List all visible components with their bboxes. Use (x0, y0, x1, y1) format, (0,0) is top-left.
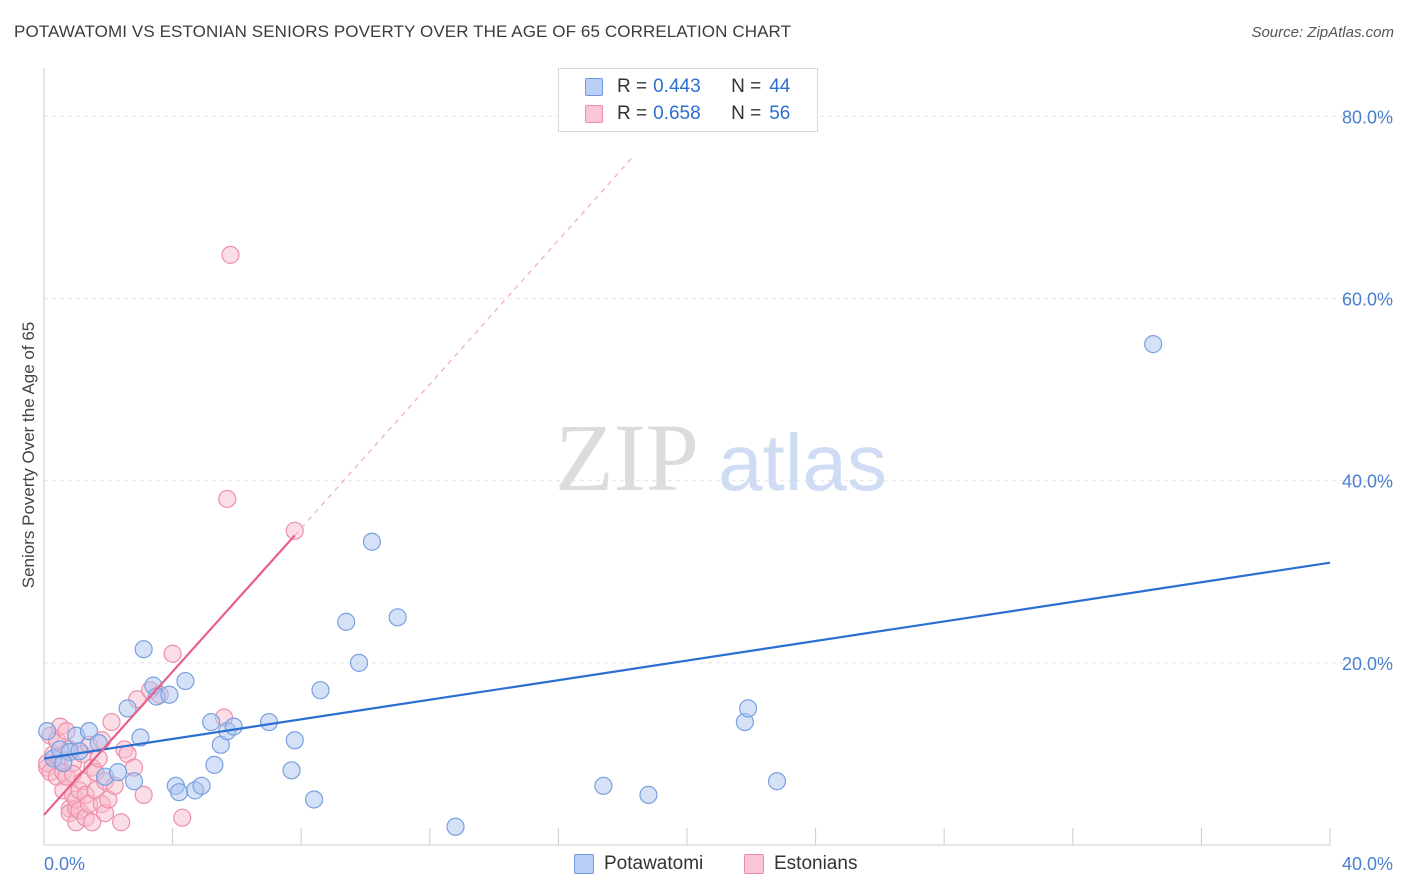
watermark-atlas: atlas (718, 418, 887, 507)
potawatomi-point (118, 699, 137, 718)
potawatomi-trend-line (43, 561, 1331, 760)
legend-r-label: R = (617, 76, 648, 97)
legend-n-value: 44 (769, 76, 791, 97)
potawatomi-point (349, 653, 369, 672)
grid-lines (44, 115, 1394, 664)
axes (43, 68, 1331, 846)
potawatomi-point (362, 532, 382, 551)
potawatomi-point (131, 728, 150, 747)
bottom-legend-label-estonians: Estonians (774, 853, 858, 874)
legend-n-label: N = (731, 76, 762, 97)
potawatomi-point (311, 681, 330, 700)
estonians-point (221, 245, 240, 264)
legend-r-value: 0.658 (653, 103, 701, 124)
potawatomi-point (259, 712, 279, 732)
bottom-legend-label-potawatomi: Potawatomi (604, 853, 704, 874)
potawatomi-point (202, 712, 221, 732)
potawatomi-point (134, 640, 153, 659)
estonians-trend-line (43, 534, 296, 816)
chart-title: POTAWATOMI VS ESTONIAN SENIORS POVERTY O… (14, 22, 792, 41)
potawatomi-point (304, 790, 324, 809)
y-tick-label: 60.0% (1342, 290, 1393, 310)
potawatomi-point (738, 699, 758, 718)
legend-row-potawatomi: R = 0.443 N = 44 (585, 74, 790, 100)
potawatomi-point (594, 776, 613, 795)
potawatomi-point (38, 722, 57, 741)
potawatomi-point (388, 608, 407, 627)
potawatomi-point (767, 772, 787, 791)
watermark-zip: ZIP (555, 404, 699, 511)
bottom-legend-swatch-blue (574, 854, 594, 874)
potawatomi-point (192, 776, 211, 795)
estonians-point (83, 813, 102, 832)
legend-r-value: 0.443 (653, 76, 701, 97)
potawatomi-point (176, 671, 195, 691)
y-tick-label: 40.0% (1342, 472, 1393, 492)
legend-box: R = 0.443 N = 44 R = 0.658 N = 56 (558, 68, 818, 132)
tick-labels: 20.0% 40.0% 60.0% 80.0% 0.0% 40.0% (44, 107, 1393, 874)
legend-swatch-pink (585, 105, 603, 123)
estonians-point (102, 712, 121, 732)
legend-swatch-blue (585, 78, 603, 96)
x-tick-label: 40.0% (1342, 854, 1393, 874)
watermark: ZIP atlas (555, 404, 887, 511)
potawatomi-point (446, 817, 465, 836)
potawatomi-point (1144, 335, 1163, 354)
bottom-legend-potawatomi: Potawatomi (574, 853, 703, 875)
potawatomi-point (282, 761, 301, 780)
estonians-trend-extension (294, 156, 633, 536)
legend-n-label: N = (731, 103, 762, 124)
potawatomi-point (108, 763, 128, 782)
estonians-point (112, 813, 131, 832)
bottom-legend-swatch-pink (744, 854, 764, 874)
source-label: Source: ZipAtlas.com (1251, 24, 1394, 41)
potawatomi-point (79, 722, 99, 741)
potawatomi-point (124, 772, 144, 791)
potawatomi-point (224, 717, 243, 736)
bottom-legend-estonians: Estonians (744, 853, 857, 875)
trend-lines (43, 156, 1331, 816)
potawatomi-point (169, 783, 189, 802)
y-tick-label: 20.0% (1342, 654, 1393, 674)
potawatomi-point (160, 685, 179, 704)
estonians-point (134, 785, 153, 805)
legend-r-label: R = (617, 103, 648, 124)
potawatomi-point (337, 612, 356, 631)
estonians-point (218, 489, 237, 509)
legend-row-estonians: R = 0.658 N = 56 (585, 101, 790, 127)
data-points (38, 245, 1163, 836)
x-tick-label: 0.0% (44, 854, 85, 874)
y-tick-label: 80.0% (1342, 107, 1393, 127)
estonians-point (285, 521, 304, 540)
potawatomi-point (285, 731, 304, 750)
potawatomi-point (639, 785, 658, 805)
potawatomi-point (205, 755, 224, 774)
estonians-point (173, 808, 192, 827)
estonians-point (163, 644, 182, 663)
legend-n-value: 56 (769, 103, 791, 124)
